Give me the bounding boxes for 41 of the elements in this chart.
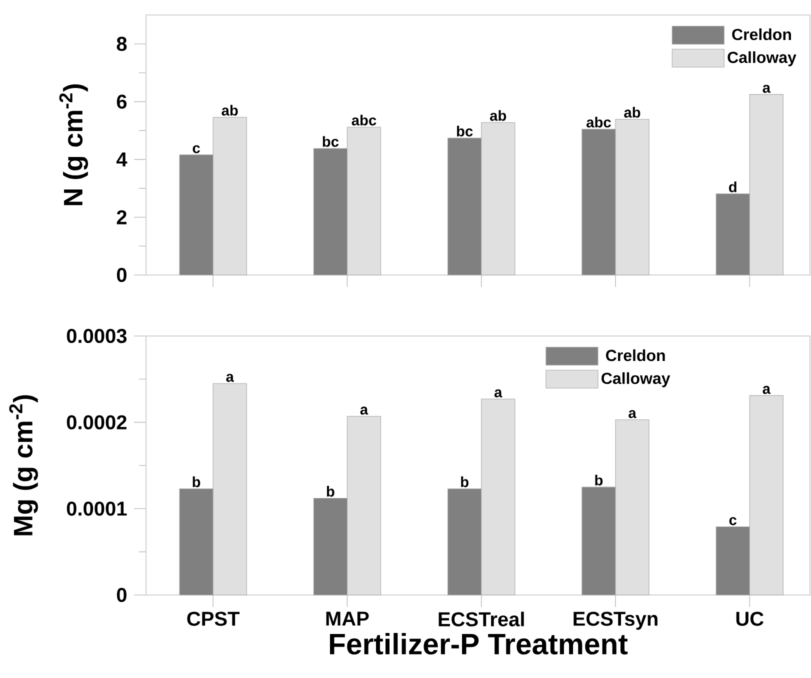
annotation: a: [226, 374, 234, 382]
x-tick-label: UC: [736, 612, 764, 626]
x-tick-label: CPST: [187, 612, 240, 626]
annotation: bc: [322, 136, 339, 147]
annotation: a: [494, 389, 502, 398]
y-axis-title: Mg (g cm$^{-2}$): [9, 395, 38, 536]
annotation: d: [728, 181, 736, 192]
annotation: b: [461, 476, 468, 488]
x-tick-label: MAP: [326, 612, 369, 626]
annotation: ab: [222, 104, 238, 116]
y-tick-label: 0.0003: [66, 328, 127, 344]
annotation: c: [192, 145, 200, 154]
annotation: abc: [352, 114, 376, 126]
annotation: b: [595, 474, 603, 486]
y-tick-label: 0.0001: [66, 502, 127, 516]
annotation: bc: [456, 126, 473, 136]
legend-label: Creldon: [606, 349, 665, 362]
annotation: abc: [586, 116, 611, 128]
annotation: c: [729, 517, 737, 526]
y-tick-label: 6: [116, 94, 127, 109]
annotation: a: [762, 84, 771, 93]
annotation: a: [762, 386, 771, 394]
annotation: a: [360, 406, 368, 415]
y-axis-title: N (g cm$^{-2}$): [59, 84, 88, 206]
y-tick-label: 0: [116, 268, 126, 282]
annotation: ab: [490, 110, 506, 121]
legend-label: Calloway: [728, 51, 796, 66]
y-tick-label: 4: [116, 152, 128, 166]
x-tick-label: ECSTreal: [438, 612, 524, 626]
annotation: ab: [624, 106, 640, 118]
annotation: b: [326, 486, 334, 497]
legend-label: Creldon: [732, 28, 791, 40]
y-tick-label: 8: [116, 36, 127, 51]
legend-label: Calloway: [602, 372, 670, 388]
y-tick-label: 0.0002: [66, 415, 126, 430]
y-tick-label: 2: [116, 210, 126, 224]
x-tick-label: ECSTsyn: [574, 612, 658, 630]
annotation: a: [628, 410, 636, 418]
annotation: b: [192, 476, 200, 488]
y-tick-label: 0: [116, 588, 126, 602]
x-axis-title: Fertilizer-P Treatment: [330, 632, 628, 655]
